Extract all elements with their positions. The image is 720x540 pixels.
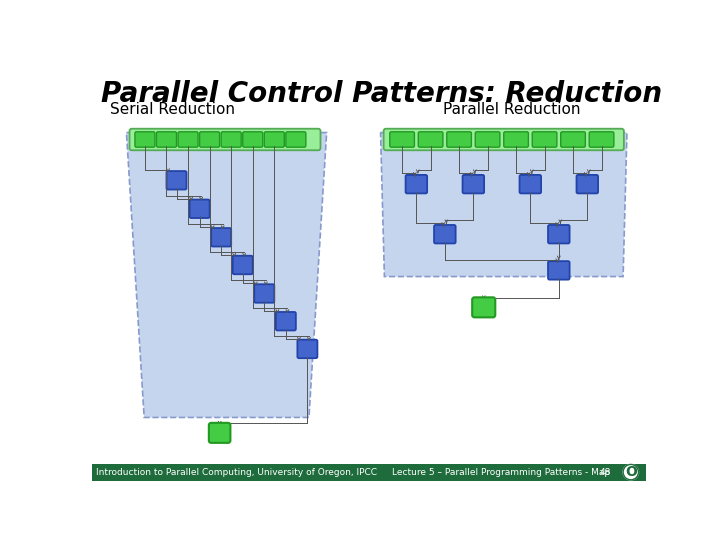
FancyBboxPatch shape: [548, 225, 570, 244]
FancyBboxPatch shape: [472, 298, 495, 318]
FancyBboxPatch shape: [264, 132, 284, 147]
Text: Lecture 5 – Parallel Programming Patterns - Map: Lecture 5 – Parallel Programming Pattern…: [392, 468, 611, 477]
Polygon shape: [127, 132, 327, 417]
FancyBboxPatch shape: [532, 132, 557, 147]
Text: Serial Reduction: Serial Reduction: [110, 102, 235, 117]
FancyBboxPatch shape: [548, 261, 570, 280]
FancyBboxPatch shape: [390, 132, 415, 147]
FancyBboxPatch shape: [221, 132, 241, 147]
FancyBboxPatch shape: [135, 132, 155, 147]
FancyBboxPatch shape: [199, 132, 220, 147]
FancyBboxPatch shape: [405, 175, 427, 193]
Text: 48: 48: [600, 468, 611, 477]
FancyBboxPatch shape: [384, 129, 624, 150]
FancyBboxPatch shape: [189, 200, 210, 218]
FancyBboxPatch shape: [211, 228, 231, 247]
FancyBboxPatch shape: [520, 175, 541, 193]
FancyBboxPatch shape: [166, 171, 186, 190]
FancyBboxPatch shape: [233, 256, 253, 274]
FancyBboxPatch shape: [178, 132, 198, 147]
FancyBboxPatch shape: [462, 175, 484, 193]
FancyBboxPatch shape: [243, 132, 263, 147]
Polygon shape: [381, 132, 627, 276]
Text: Introduction to Parallel Computing, University of Oregon, IPCC: Introduction to Parallel Computing, Univ…: [96, 468, 377, 477]
FancyBboxPatch shape: [297, 340, 318, 358]
FancyBboxPatch shape: [434, 225, 456, 244]
FancyBboxPatch shape: [130, 129, 320, 150]
Circle shape: [623, 464, 639, 480]
FancyBboxPatch shape: [589, 132, 614, 147]
Text: Parallel Control Patterns: Reduction: Parallel Control Patterns: Reduction: [101, 80, 662, 108]
FancyBboxPatch shape: [418, 132, 443, 147]
FancyBboxPatch shape: [254, 284, 274, 303]
FancyBboxPatch shape: [209, 423, 230, 443]
FancyBboxPatch shape: [286, 132, 306, 147]
FancyBboxPatch shape: [577, 175, 598, 193]
FancyBboxPatch shape: [475, 132, 500, 147]
Text: O: O: [625, 465, 636, 479]
Text: Parallel Reduction: Parallel Reduction: [443, 102, 580, 117]
FancyBboxPatch shape: [276, 312, 296, 330]
FancyBboxPatch shape: [504, 132, 528, 147]
FancyBboxPatch shape: [561, 132, 585, 147]
FancyBboxPatch shape: [447, 132, 472, 147]
FancyBboxPatch shape: [156, 132, 176, 147]
Bar: [92, 464, 647, 481]
